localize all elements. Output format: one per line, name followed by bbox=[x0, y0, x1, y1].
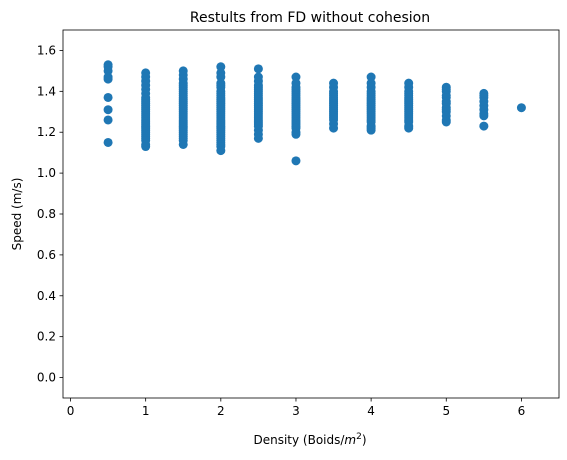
data-point bbox=[291, 156, 301, 166]
data-point bbox=[103, 74, 113, 84]
data-point bbox=[103, 115, 113, 125]
x-tick-label: 5 bbox=[442, 404, 450, 418]
data-point bbox=[366, 125, 376, 135]
y-tick-label: 0.8 bbox=[37, 207, 56, 221]
x-tick-label: 0 bbox=[67, 404, 75, 418]
x-tick-label: 4 bbox=[367, 404, 375, 418]
data-point bbox=[479, 111, 489, 121]
data-point bbox=[404, 123, 414, 133]
data-point bbox=[103, 137, 113, 147]
y-tick-label: 1.6 bbox=[37, 43, 56, 57]
x-axis-ticks: 0 1 2 3 4 5 6 bbox=[67, 398, 526, 418]
data-point bbox=[103, 92, 113, 102]
y-axis-label: Speed (m/s) bbox=[10, 178, 24, 251]
data-point bbox=[216, 146, 226, 156]
data-point bbox=[253, 64, 263, 74]
x-tick-label: 6 bbox=[518, 404, 526, 418]
data-point bbox=[178, 139, 188, 149]
y-tick-label: 0.0 bbox=[37, 371, 56, 385]
data-point bbox=[329, 123, 339, 133]
y-tick-label: 1.4 bbox=[37, 84, 56, 98]
data-point bbox=[441, 117, 451, 127]
chart-title: Restults from FD without cohesion bbox=[190, 10, 430, 26]
y-tick-label: 0.2 bbox=[37, 330, 56, 344]
data-point bbox=[291, 129, 301, 139]
data-point bbox=[253, 133, 263, 143]
y-axis-ticks: 0.0 0.2 0.4 0.6 0.8 1.0 1.2 1.4 1.6 bbox=[37, 43, 63, 385]
y-tick-label: 1.2 bbox=[37, 125, 56, 139]
y-tick-label: 0.4 bbox=[37, 289, 56, 303]
x-tick-label: 2 bbox=[217, 404, 225, 418]
y-tick-label: 1.0 bbox=[37, 166, 56, 180]
scatter-points bbox=[103, 60, 526, 166]
data-point bbox=[141, 142, 151, 152]
plot-frame bbox=[62, 29, 560, 399]
data-point bbox=[479, 121, 489, 131]
x-tick-label: 3 bbox=[292, 404, 300, 418]
y-tick-label: 0.6 bbox=[37, 248, 56, 262]
data-point bbox=[103, 105, 113, 115]
x-tick-label: 1 bbox=[142, 404, 150, 418]
x-axis-label: Density (Boids/m2) bbox=[253, 432, 366, 447]
data-point bbox=[516, 103, 526, 113]
